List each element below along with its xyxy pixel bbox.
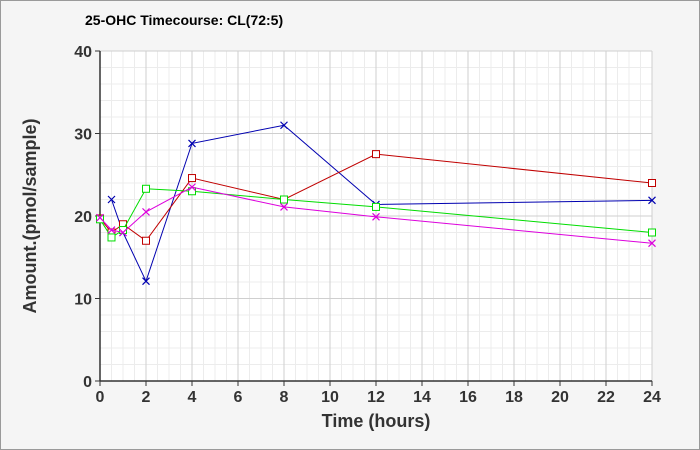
- series-4: [96, 183, 656, 248]
- data-point: [142, 184, 150, 193]
- data-point: [119, 228, 127, 237]
- x-tick-labels: 0 2 4 6 8 10 12 14 16 18 20 22 24: [96, 389, 661, 406]
- x-tick-label: 16: [459, 389, 477, 406]
- data-point: [372, 202, 380, 211]
- x-tick-label: 4: [188, 389, 197, 406]
- data-point: [372, 212, 380, 221]
- data-point: [648, 239, 656, 248]
- x-tick-label: 20: [551, 389, 569, 406]
- x-axis-title: Time (hours): [322, 411, 431, 431]
- data-point: [648, 228, 656, 237]
- data-point: [188, 139, 196, 148]
- data-point: [188, 183, 196, 192]
- x-tick-label: 24: [643, 389, 661, 406]
- x-tick-label: 2: [142, 389, 151, 406]
- data-point: [280, 121, 288, 130]
- x-tick-label: 10: [321, 389, 339, 406]
- x-tick-label: 14: [413, 389, 431, 406]
- x-tick-label: 12: [367, 389, 385, 406]
- series-3: [96, 184, 656, 242]
- y-tick-labels: 0 10 20 30 40: [74, 44, 92, 391]
- x-tick-label: 6: [234, 389, 243, 406]
- y-tick-label: 20: [74, 209, 92, 226]
- data-point: [648, 179, 656, 187]
- data-point: [107, 226, 116, 234]
- y-tick-label: 0: [83, 374, 92, 391]
- x-tick-label: 8: [280, 389, 289, 406]
- data-point: [280, 195, 288, 204]
- data-point: [372, 150, 380, 159]
- y-tick-label: 30: [74, 127, 92, 144]
- data-point: [96, 213, 104, 222]
- data-point: [107, 233, 116, 242]
- major-grid: [99, 50, 653, 382]
- data-point: [142, 236, 150, 245]
- data-point: [280, 203, 288, 211]
- series-layer: [96, 121, 656, 286]
- y-tick-label: 10: [74, 292, 92, 309]
- data-point: [142, 207, 150, 216]
- data-point: [648, 196, 656, 205]
- series-line: [99, 186, 653, 244]
- data-point: [142, 277, 150, 286]
- y-axis-title: Amount.(pmol/sample): [20, 118, 40, 313]
- y-tick-label: 40: [74, 44, 92, 61]
- data-point: [107, 195, 116, 204]
- chart-title: 25-OHC Timecourse: CL(72:5): [85, 12, 283, 28]
- x-tick-label: 18: [505, 389, 523, 406]
- x-tick-label: 0: [96, 389, 105, 406]
- data-point: [96, 215, 104, 224]
- data-point: [188, 174, 196, 183]
- series-2: [96, 150, 656, 245]
- x-tick-label: 22: [597, 389, 615, 406]
